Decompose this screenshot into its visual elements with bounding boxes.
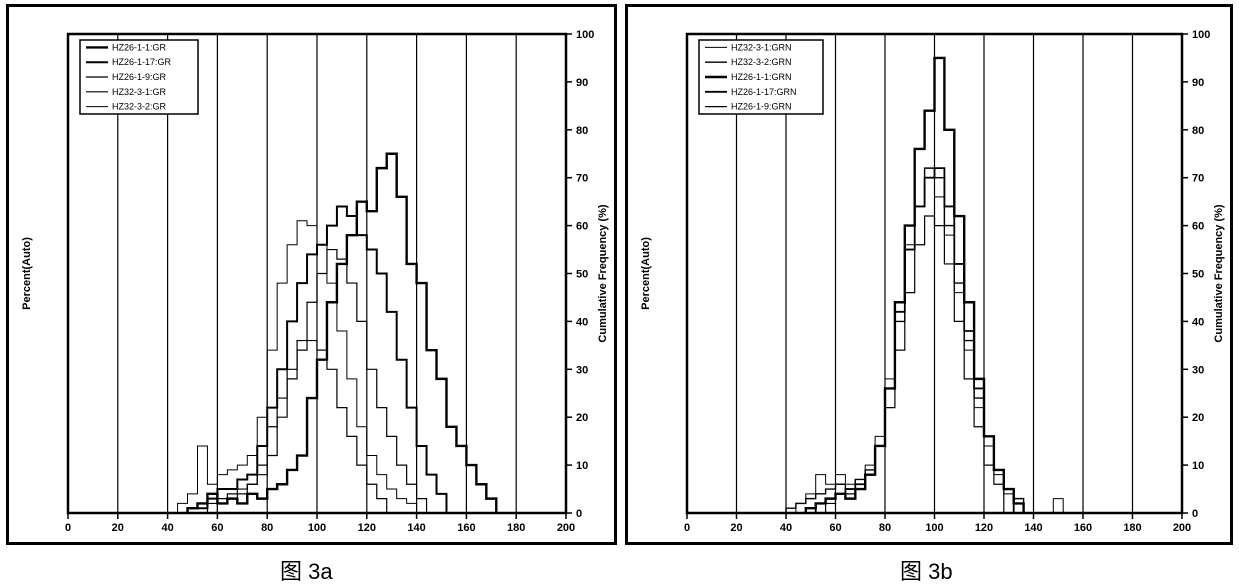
y-axis-left-label: Percent(Auto): [21, 237, 33, 310]
svg-text:30: 30: [1192, 364, 1204, 376]
svg-text:50: 50: [576, 269, 588, 281]
svg-text:0: 0: [576, 508, 582, 520]
svg-text:160: 160: [1074, 522, 1092, 534]
svg-text:0: 0: [65, 522, 71, 534]
panel-b: 0204060801001201401601802000102030405060…: [625, 4, 1233, 545]
svg-text:60: 60: [211, 522, 223, 534]
legend-item-label: HZ26-1-1:GRN: [731, 72, 792, 82]
svg-text:80: 80: [879, 522, 891, 534]
svg-text:100: 100: [308, 522, 326, 534]
svg-text:180: 180: [507, 522, 525, 534]
svg-text:80: 80: [261, 522, 273, 534]
svg-text:60: 60: [829, 522, 841, 534]
svg-text:10: 10: [576, 460, 588, 472]
legend-item-label: HZ26-1-9:GR: [112, 72, 167, 82]
svg-text:90: 90: [576, 77, 588, 89]
panel_b-svg: 0204060801001201401601802000102030405060…: [625, 4, 1233, 545]
svg-text:120: 120: [975, 522, 993, 534]
svg-text:140: 140: [407, 522, 425, 534]
svg-text:70: 70: [1192, 173, 1204, 185]
svg-text:100: 100: [576, 29, 594, 41]
panel-a: 0204060801001201401601802000102030405060…: [6, 4, 617, 545]
svg-text:120: 120: [358, 522, 376, 534]
svg-text:100: 100: [925, 522, 943, 534]
legend-item-label: HZ26-1-17:GRN: [731, 87, 797, 97]
legend-item-label: HZ26-1-9:GRN: [731, 102, 792, 112]
caption-b: 图 3b: [900, 554, 953, 584]
y-axis-left-label: Percent(Auto): [640, 237, 652, 310]
svg-text:0: 0: [684, 522, 690, 534]
svg-text:70: 70: [576, 173, 588, 185]
svg-text:180: 180: [1123, 522, 1141, 534]
svg-text:20: 20: [112, 522, 124, 534]
svg-text:20: 20: [576, 412, 588, 424]
figure-canvas: 0204060801001201401601802000102030405060…: [0, 0, 1239, 584]
svg-text:200: 200: [557, 522, 575, 534]
svg-text:200: 200: [1173, 522, 1191, 534]
svg-text:10: 10: [1192, 460, 1204, 472]
caption-a: 图 3a: [280, 554, 333, 584]
svg-text:100: 100: [1192, 29, 1210, 41]
svg-text:160: 160: [457, 522, 475, 534]
y-axis-right-label: Cumulative Frequency (%): [597, 204, 609, 342]
svg-text:90: 90: [1192, 77, 1204, 89]
svg-text:80: 80: [1192, 125, 1204, 137]
svg-text:60: 60: [576, 221, 588, 233]
svg-text:0: 0: [1192, 508, 1198, 520]
legend-item-label: HZ32-3-2:GR: [112, 102, 167, 112]
svg-text:40: 40: [780, 522, 792, 534]
svg-text:50: 50: [1192, 269, 1204, 281]
svg-text:40: 40: [161, 522, 173, 534]
legend-item-label: HZ32-3-2:GRN: [731, 57, 792, 67]
svg-text:40: 40: [1192, 316, 1204, 328]
svg-text:20: 20: [730, 522, 742, 534]
panel_a-svg: 0204060801001201401601802000102030405060…: [6, 4, 617, 545]
svg-text:60: 60: [1192, 221, 1204, 233]
svg-text:80: 80: [576, 125, 588, 137]
y-axis-right-label: Cumulative Frequency (%): [1213, 204, 1225, 342]
svg-text:140: 140: [1024, 522, 1042, 534]
svg-text:30: 30: [576, 364, 588, 376]
svg-text:40: 40: [576, 316, 588, 328]
legend-item-label: HZ26-1-1:GR: [112, 42, 167, 52]
legend-item-label: HZ26-1-17:GR: [112, 57, 172, 67]
legend-item-label: HZ32-3-1:GR: [112, 87, 167, 97]
svg-text:20: 20: [1192, 412, 1204, 424]
legend-item-label: HZ32-3-1:GRN: [731, 42, 792, 52]
